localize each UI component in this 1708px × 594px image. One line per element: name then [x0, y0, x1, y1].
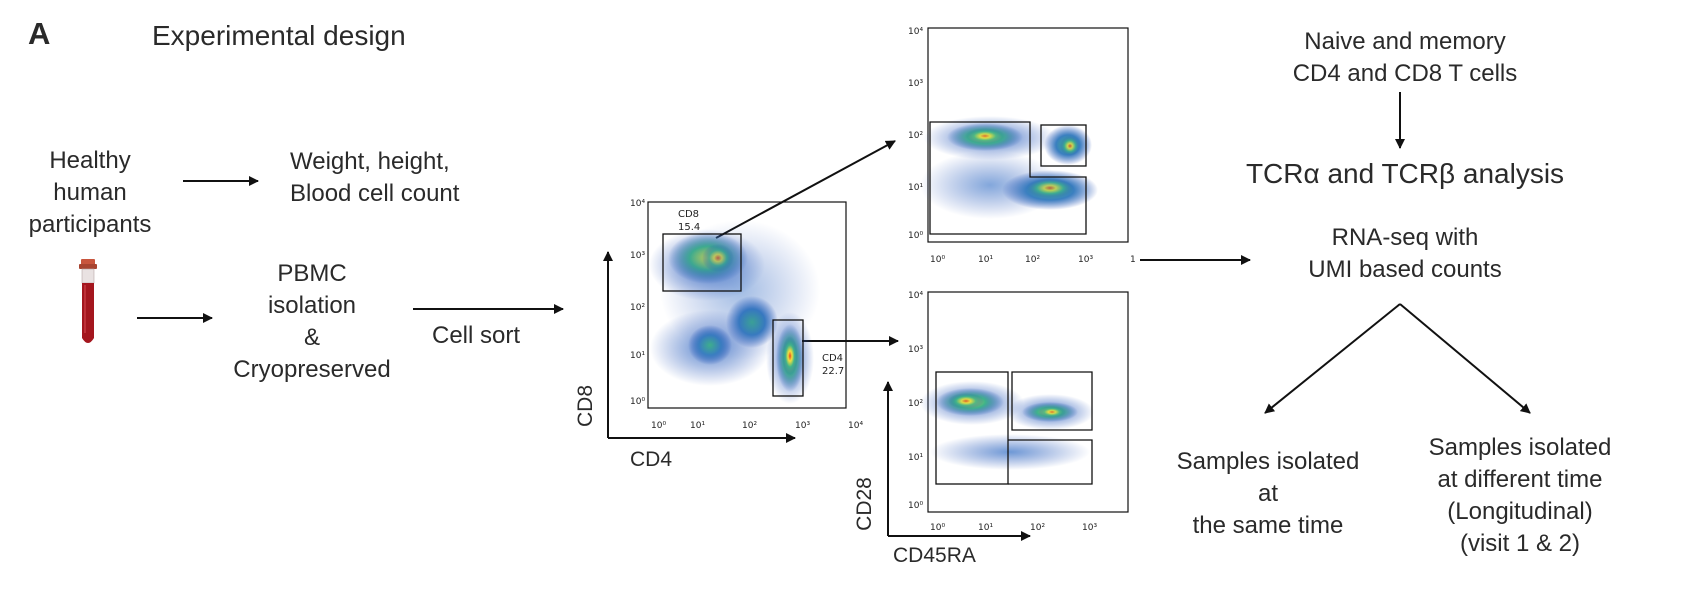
blood-tube-icon	[79, 259, 97, 343]
svg-text:1: 1	[1130, 255, 1136, 265]
arrow-rnaseq-long	[1399, 303, 1531, 414]
cells-label: Naive and memory CD4 and CD8 T cells	[1292, 28, 1518, 87]
svg-text:10⁴: 10⁴	[908, 291, 923, 301]
svg-text:10⁰: 10⁰	[651, 421, 666, 431]
svg-text:10¹: 10¹	[908, 183, 923, 193]
figure-title: Experimental design	[152, 20, 406, 51]
longitudinal-label: Samples isolated at different time (Longit…	[1428, 434, 1612, 557]
gate-cd8-label: CD8 15.4	[678, 209, 701, 233]
gate-cd4-label: CD4 22.7	[822, 353, 845, 377]
svg-text:10²: 10²	[1025, 255, 1040, 265]
flow-plot-cd4-subsets	[920, 291, 1129, 513]
svg-text:10⁴: 10⁴	[848, 421, 863, 431]
svg-text:10¹: 10¹	[978, 255, 993, 265]
svg-text:10³: 10³	[1078, 255, 1093, 265]
flow-plot-cd8-subsets	[920, 27, 1129, 243]
svg-text:10²: 10²	[630, 303, 645, 313]
cell-sort-label: Cell sort	[432, 322, 521, 349]
svg-text:10⁰: 10⁰	[930, 523, 945, 533]
svg-text:10²: 10²	[908, 399, 923, 409]
svg-text:10¹: 10¹	[630, 351, 645, 361]
svg-text:10⁴: 10⁴	[908, 27, 923, 37]
svg-text:10¹: 10¹	[908, 453, 923, 463]
cd4-axis-label: CD4	[630, 448, 673, 471]
flow-plot-cd4-cd8	[647, 201, 847, 409]
svg-text:10³: 10³	[908, 345, 923, 355]
panel-label: A	[28, 16, 51, 51]
participants-label: Healthy human participants	[28, 147, 152, 238]
same-time-label: Samples isolated at the same time	[1176, 448, 1360, 539]
svg-text:10³: 10³	[630, 251, 645, 261]
rnaseq-label: RNA-seq with UMI based counts	[1308, 224, 1502, 283]
svg-text:10³: 10³	[795, 421, 810, 431]
pbmc-label: PBMC isolation & Cryopreserved	[233, 260, 391, 383]
svg-text:10⁰: 10⁰	[630, 397, 645, 407]
svg-text:10²: 10²	[908, 131, 923, 141]
svg-text:10²: 10²	[742, 421, 757, 431]
svg-text:10¹: 10¹	[690, 421, 705, 431]
svg-text:10³: 10³	[1082, 523, 1097, 533]
svg-text:10¹: 10¹	[978, 523, 993, 533]
arrow-rnaseq-same	[1264, 303, 1401, 414]
tcr-analysis-label: TCRα and TCRβ analysis	[1245, 158, 1565, 189]
svg-text:10⁰: 10⁰	[930, 255, 945, 265]
svg-text:10³: 10³	[908, 79, 923, 89]
cd45ra-axis-label: CD45RA	[893, 544, 976, 567]
svg-text:10⁰: 10⁰	[908, 501, 923, 511]
svg-text:10⁰: 10⁰	[908, 231, 923, 241]
svg-text:10⁴: 10⁴	[630, 199, 645, 209]
measurements-label: Weight, height, Blood cell count	[290, 148, 460, 207]
svg-text:10²: 10²	[1030, 523, 1045, 533]
